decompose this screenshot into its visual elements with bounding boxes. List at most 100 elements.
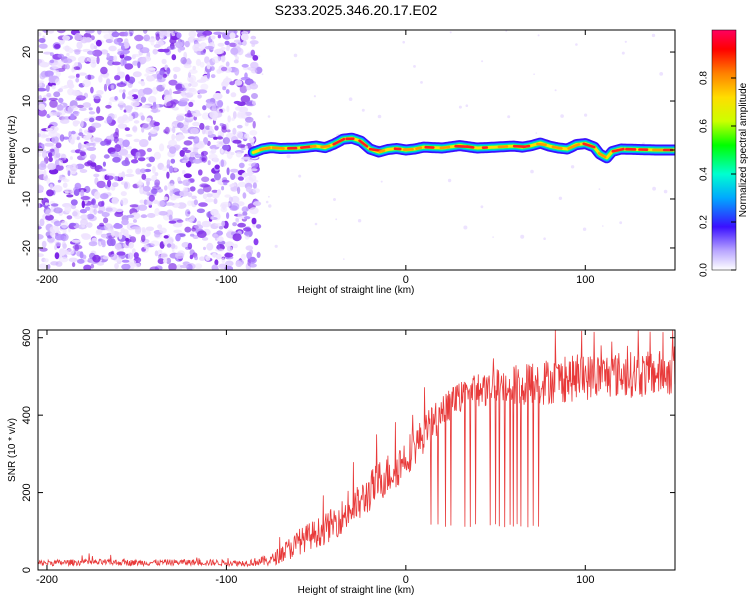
noise-blob <box>111 61 121 66</box>
tone-peak-segment <box>358 139 369 148</box>
noise-blob <box>222 144 230 151</box>
noise-blob <box>188 101 194 107</box>
noise-blob <box>201 152 204 157</box>
noise-speckle <box>621 51 625 55</box>
noise-blob <box>249 83 259 90</box>
noise-blob <box>214 125 219 131</box>
noise-blob <box>250 35 257 40</box>
colorbar-label: Normalized spectral amplitude <box>738 82 749 217</box>
noise-blob <box>153 44 161 48</box>
noise-blob <box>53 207 63 214</box>
noise-blob <box>142 123 152 130</box>
noise-blob <box>38 253 44 257</box>
noise-blob <box>183 140 193 146</box>
noise-blob <box>166 46 176 50</box>
noise-blob <box>112 156 121 163</box>
noise-blob <box>183 149 191 153</box>
noise-blob <box>79 107 87 111</box>
tone-peak-segment <box>497 145 509 149</box>
noise-blob <box>121 263 131 270</box>
snr-frame <box>37 329 676 571</box>
noise-blob <box>67 88 75 96</box>
noise-blob <box>224 40 230 46</box>
noise-blob <box>103 33 112 40</box>
noise-blob <box>99 222 105 227</box>
noise-blob <box>240 33 249 41</box>
noise-blob <box>58 159 63 166</box>
noise-blob <box>235 106 242 111</box>
noise-blob <box>119 71 125 77</box>
noise-blob <box>117 123 128 129</box>
noise-blob <box>226 105 230 113</box>
noise-blob <box>168 263 177 270</box>
noise-blob <box>204 198 214 203</box>
noise-blob <box>222 137 230 145</box>
noise-blob <box>131 88 139 93</box>
noise-blob <box>47 30 55 34</box>
noise-blob <box>110 84 115 90</box>
noise-blob <box>128 115 134 122</box>
noise-blob <box>140 214 148 219</box>
noise-blob <box>222 32 232 40</box>
noise-blob <box>79 251 84 259</box>
noise-blob <box>113 114 117 119</box>
noise-blob <box>179 264 189 269</box>
noise-blob <box>79 209 87 214</box>
snr-panel: -200 -100 0 100 0 200 400 600 Height of straig… <box>7 329 676 596</box>
noise-blob <box>43 169 47 177</box>
noise-blob <box>214 164 220 170</box>
noise-blob <box>93 45 98 49</box>
noise-blob <box>215 253 222 260</box>
noise-blob <box>38 153 42 157</box>
noise-blob <box>213 136 218 140</box>
noise-blob <box>166 100 177 109</box>
noise-blob <box>252 201 262 207</box>
noise-blob <box>221 220 226 227</box>
noise-blob <box>182 179 191 186</box>
noise-blob <box>70 113 75 121</box>
noise-blob <box>89 161 97 170</box>
noise-blob <box>42 97 47 102</box>
noise-blob <box>256 224 262 229</box>
noise-blob <box>251 100 256 105</box>
noise-blob <box>175 253 185 259</box>
noise-blob <box>157 200 165 207</box>
noise-speckle <box>624 40 627 43</box>
noise-blob <box>197 188 205 195</box>
noise-blob <box>106 53 110 58</box>
noise-blob <box>166 243 172 248</box>
noise-blob <box>130 212 141 220</box>
noise-blob <box>142 185 151 192</box>
noise-blob <box>168 79 178 86</box>
noise-blob <box>164 185 168 191</box>
noise-blob <box>171 133 176 141</box>
noise-blob <box>68 135 75 144</box>
noise-blob <box>133 252 139 259</box>
noise-blob <box>146 163 152 168</box>
noise-blob <box>217 99 224 108</box>
noise-blob <box>211 189 219 193</box>
noise-blob <box>69 156 73 160</box>
noise-blob <box>166 67 171 75</box>
noise-blob <box>196 47 204 51</box>
noise-blob <box>125 74 130 82</box>
colorbar-tick-label: 0.0 <box>699 263 710 277</box>
noise-blob <box>173 167 178 172</box>
noise-blob <box>76 136 80 141</box>
noise-blob <box>161 166 168 172</box>
noise-blob <box>139 47 150 54</box>
top-y-axis-label: Frequency (Hz) <box>7 116 18 185</box>
noise-blob <box>211 264 219 270</box>
noise-blob <box>241 63 249 68</box>
noise-blob <box>38 133 41 138</box>
noise-blob <box>216 230 224 236</box>
noise-blob <box>125 237 130 242</box>
noise-blob <box>137 204 148 211</box>
noise-blob <box>55 241 62 247</box>
noise-speckle <box>267 115 271 118</box>
noise-blob <box>114 263 119 269</box>
noise-blob <box>233 100 241 105</box>
noise-blob <box>184 226 192 233</box>
noise-blob <box>96 261 105 266</box>
noise-blob <box>38 95 42 100</box>
